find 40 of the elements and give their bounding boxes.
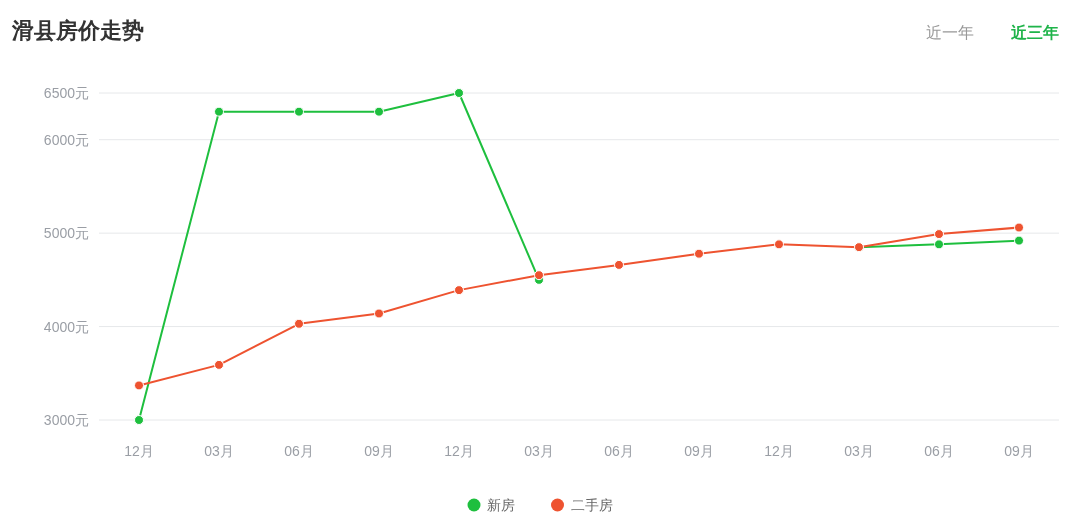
y-tick-label: 5000元 xyxy=(43,225,89,242)
text: 近三年 xyxy=(1010,24,1059,41)
y-tick-label: 4000元 xyxy=(43,318,89,335)
x-tick-label: 09月 xyxy=(1004,443,1034,459)
point xyxy=(134,380,144,391)
y-tick-label: 6500元 xyxy=(43,85,89,101)
point xyxy=(134,415,144,425)
y-tick-label: 3000元 xyxy=(43,412,89,428)
legend-label: 新房 xyxy=(487,497,515,513)
point xyxy=(374,308,384,319)
x-tick-label: 12月 xyxy=(444,443,474,459)
point xyxy=(294,318,304,329)
point xyxy=(294,106,304,117)
point xyxy=(934,229,944,240)
x-tick-label: 06月 xyxy=(604,443,634,459)
point xyxy=(534,270,544,281)
x-tick-label: 09月 xyxy=(684,443,714,459)
x-tick-label: 09月 xyxy=(364,443,394,459)
text: 近一年 xyxy=(926,24,974,41)
x-tick-label: 03月 xyxy=(524,443,554,459)
point xyxy=(454,285,464,296)
point xyxy=(934,239,944,250)
point xyxy=(214,359,224,370)
y-tick-label: 6000元 xyxy=(43,131,89,148)
point xyxy=(694,248,704,259)
x-tick-label: 03月 xyxy=(844,443,874,459)
point xyxy=(1014,235,1024,246)
chart-title: 滑县房价走势 xyxy=(11,18,144,43)
point xyxy=(614,259,624,270)
point xyxy=(774,239,784,250)
point xyxy=(1014,222,1024,233)
point xyxy=(374,106,384,117)
point xyxy=(454,88,464,98)
x-tick-label: 12月 xyxy=(124,443,154,459)
x-tick-label: 03月 xyxy=(204,443,234,459)
x-tick-label: 06月 xyxy=(284,443,314,459)
point xyxy=(214,106,224,117)
x-tick-label: 12月 xyxy=(764,443,794,459)
legend-label: 二手房 xyxy=(570,497,613,513)
x-tick-label: 06月 xyxy=(924,443,954,459)
